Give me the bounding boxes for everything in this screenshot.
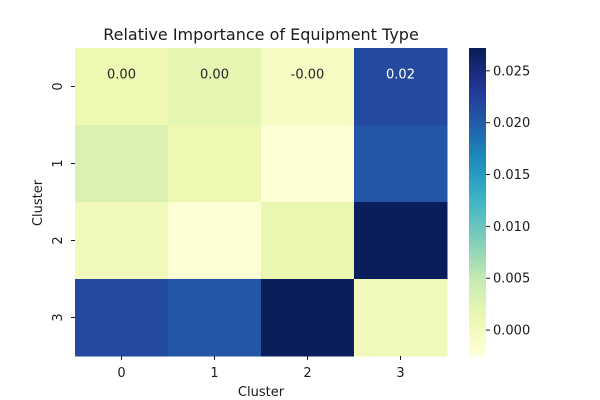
colorbar-tick-label: 0.015 — [493, 168, 530, 183]
colorbar — [469, 48, 486, 356]
x-axis-label: Cluster — [238, 385, 285, 400]
x-tick-label: 1 — [210, 366, 218, 381]
heatmap-cell-1-3 — [354, 125, 448, 203]
chart-title: Relative Importance of Equipment Type — [103, 25, 419, 44]
x-tick-label: 2 — [303, 366, 311, 381]
cell-annotation-0-2: -0.00 — [291, 68, 325, 83]
colorbar-tick-label: 0.005 — [493, 272, 530, 287]
y-tick-label: 3 — [51, 313, 66, 321]
colorbar-tick-label: 0.000 — [493, 324, 530, 339]
heatmap-cell-3-2 — [261, 279, 355, 357]
heatmap-cell-1-2 — [261, 125, 355, 203]
x-axis-ticks: 0 1 2 3 — [117, 356, 405, 381]
y-tick-label: 1 — [51, 159, 66, 167]
x-tick-label: 0 — [117, 366, 125, 381]
y-tick-label: 0 — [51, 82, 66, 90]
heatmap-cell-3-0 — [75, 279, 169, 357]
cell-annotation-0-3: 0.02 — [386, 68, 415, 83]
heatmap-cell-0-3 — [354, 48, 448, 126]
heatmap-cell-0-0 — [75, 48, 169, 126]
cell-annotation-0-1: 0.00 — [200, 68, 229, 83]
colorbar-tick-label: 0.010 — [493, 220, 530, 235]
heatmap-cells — [75, 48, 448, 357]
heatmap-cell-0-1 — [168, 48, 262, 126]
y-tick-label: 2 — [51, 236, 66, 244]
heatmap-cell-1-0 — [75, 125, 169, 203]
heatmap-cell-1-1 — [168, 125, 262, 203]
colorbar-tick-label: 0.020 — [493, 116, 530, 131]
heatmap-cell-2-2 — [261, 202, 355, 280]
colorbar-tick-label: 0.025 — [493, 64, 530, 79]
heatmap-cell-0-2 — [261, 48, 355, 126]
cell-annotations: 0.00 0.00 -0.00 0.02 — [107, 68, 415, 83]
heatmap-cell-2-1 — [168, 202, 262, 280]
x-tick-label: 3 — [396, 366, 404, 381]
heatmap-cell-3-3 — [354, 279, 448, 357]
heatmap-cell-3-1 — [168, 279, 262, 357]
heatmap-cell-2-3 — [354, 202, 448, 280]
heatmap-cell-2-0 — [75, 202, 169, 280]
cell-annotation-0-0: 0.00 — [107, 68, 136, 83]
y-axis-label: Cluster — [31, 179, 46, 226]
colorbar-ticks: 0.000 0.005 0.010 0.015 0.020 0.025 — [486, 64, 530, 339]
y-axis-ticks: 0 1 2 3 — [51, 82, 75, 322]
